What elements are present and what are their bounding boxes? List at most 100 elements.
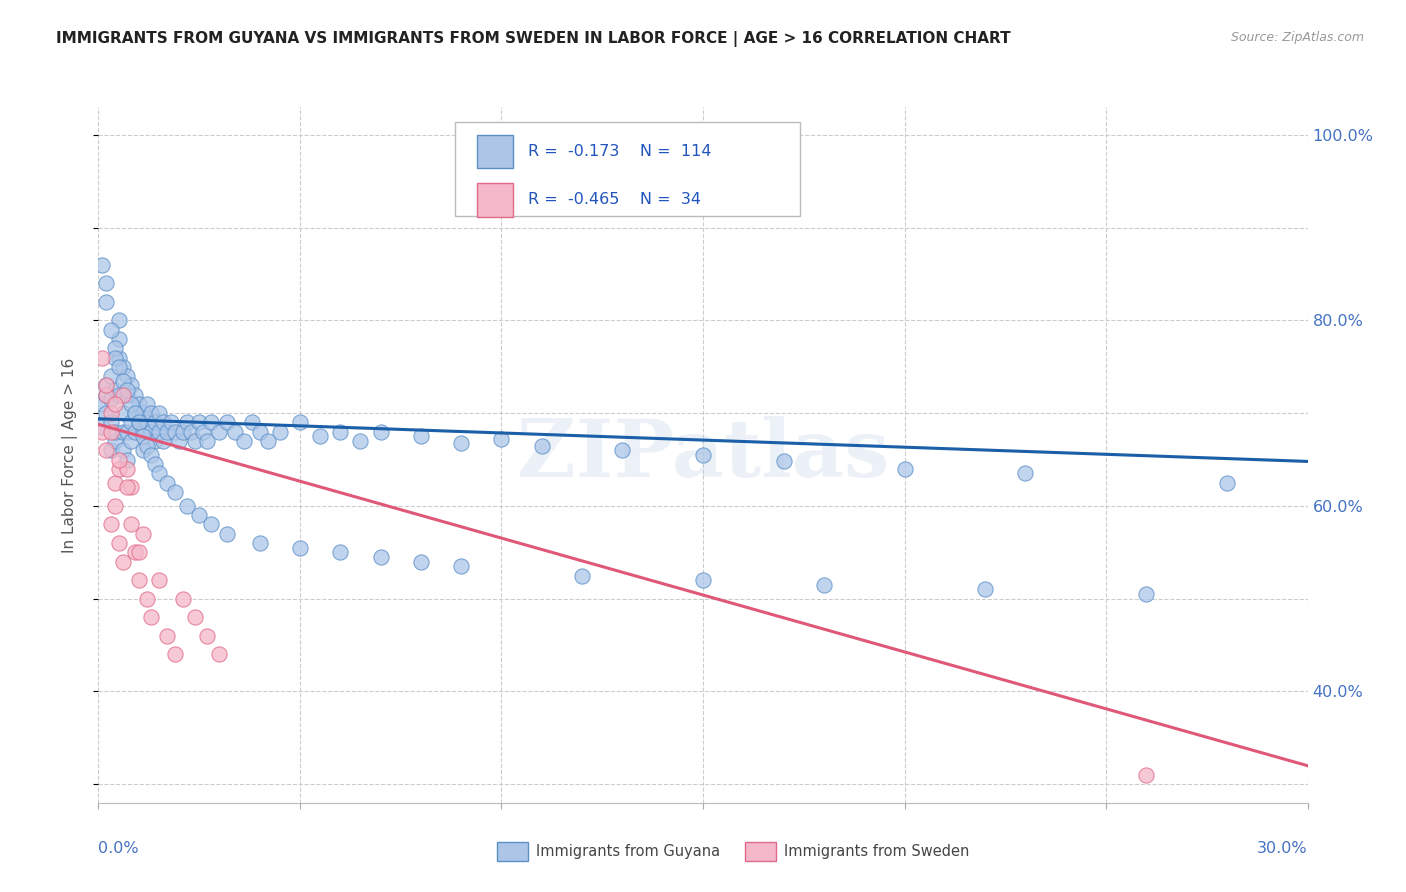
Point	[409, 429, 432, 443]
Point	[115, 369, 138, 384]
FancyBboxPatch shape	[498, 842, 527, 862]
Point	[107, 387, 129, 401]
Point	[176, 416, 198, 430]
Point	[813, 578, 835, 592]
Point	[111, 555, 134, 569]
Text: 30.0%: 30.0%	[1257, 841, 1308, 856]
Point	[91, 351, 114, 365]
Point	[974, 582, 997, 597]
Point	[100, 369, 122, 384]
Point	[115, 383, 138, 397]
Point	[249, 536, 271, 550]
Point	[148, 573, 170, 587]
Point	[100, 425, 122, 439]
Point	[217, 416, 239, 430]
Point	[139, 448, 162, 462]
Point	[208, 425, 231, 439]
Point	[124, 406, 146, 420]
Point	[107, 332, 129, 346]
Point	[107, 359, 129, 374]
Point	[103, 475, 125, 490]
Point	[135, 416, 157, 430]
Point	[148, 406, 170, 420]
Text: R =  -0.173    N =  114: R = -0.173 N = 114	[527, 145, 711, 159]
Point	[329, 425, 352, 439]
Point	[163, 648, 186, 662]
Point	[124, 406, 146, 420]
Point	[135, 439, 157, 453]
Point	[100, 406, 122, 420]
Text: Immigrants from Sweden: Immigrants from Sweden	[785, 844, 969, 859]
Point	[103, 434, 125, 448]
Point	[217, 526, 239, 541]
Point	[100, 323, 122, 337]
Point	[96, 294, 118, 309]
Point	[96, 443, 118, 458]
Point	[172, 425, 194, 439]
Point	[1014, 467, 1036, 481]
Point	[309, 429, 332, 443]
Point	[139, 406, 162, 420]
Point	[184, 610, 207, 624]
Point	[152, 416, 174, 430]
Point	[132, 526, 155, 541]
Point	[111, 443, 134, 458]
Point	[132, 406, 155, 420]
Point	[107, 313, 129, 327]
Point	[115, 480, 138, 494]
Point	[195, 434, 218, 448]
Point	[128, 416, 150, 430]
Point	[1135, 768, 1157, 782]
Point	[135, 397, 157, 411]
Point	[143, 434, 166, 448]
Point	[188, 416, 211, 430]
Text: 0.0%: 0.0%	[98, 841, 139, 856]
Point	[128, 545, 150, 559]
Point	[96, 277, 118, 291]
Point	[288, 416, 311, 430]
Point	[139, 610, 162, 624]
Point	[111, 359, 134, 374]
Point	[208, 648, 231, 662]
Point	[349, 434, 371, 448]
Point	[163, 425, 186, 439]
Point	[128, 397, 150, 411]
Point	[409, 555, 432, 569]
Point	[156, 475, 179, 490]
Point	[249, 425, 271, 439]
Point	[1216, 475, 1239, 490]
Point	[107, 462, 129, 476]
Point	[100, 392, 122, 407]
Point	[172, 591, 194, 606]
FancyBboxPatch shape	[477, 135, 513, 169]
Point	[120, 517, 142, 532]
Point	[111, 425, 134, 439]
Point	[100, 416, 122, 430]
Point	[124, 387, 146, 401]
Point	[100, 517, 122, 532]
Point	[893, 462, 915, 476]
Point	[148, 467, 170, 481]
Point	[96, 387, 118, 401]
Point	[120, 434, 142, 448]
Point	[91, 397, 114, 411]
Point	[139, 425, 162, 439]
Point	[96, 406, 118, 420]
Text: R =  -0.465    N =  34: R = -0.465 N = 34	[527, 193, 700, 208]
Point	[450, 559, 472, 574]
Point	[167, 434, 190, 448]
Point	[148, 425, 170, 439]
Point	[91, 258, 114, 272]
Point	[491, 432, 513, 446]
Point	[370, 425, 392, 439]
Point	[612, 443, 634, 458]
Point	[692, 573, 714, 587]
Point	[96, 387, 118, 401]
Point	[152, 434, 174, 448]
Point	[120, 480, 142, 494]
Point	[240, 416, 263, 430]
Point	[120, 378, 142, 392]
Point	[111, 387, 134, 401]
Point	[193, 425, 215, 439]
Point	[188, 508, 211, 523]
